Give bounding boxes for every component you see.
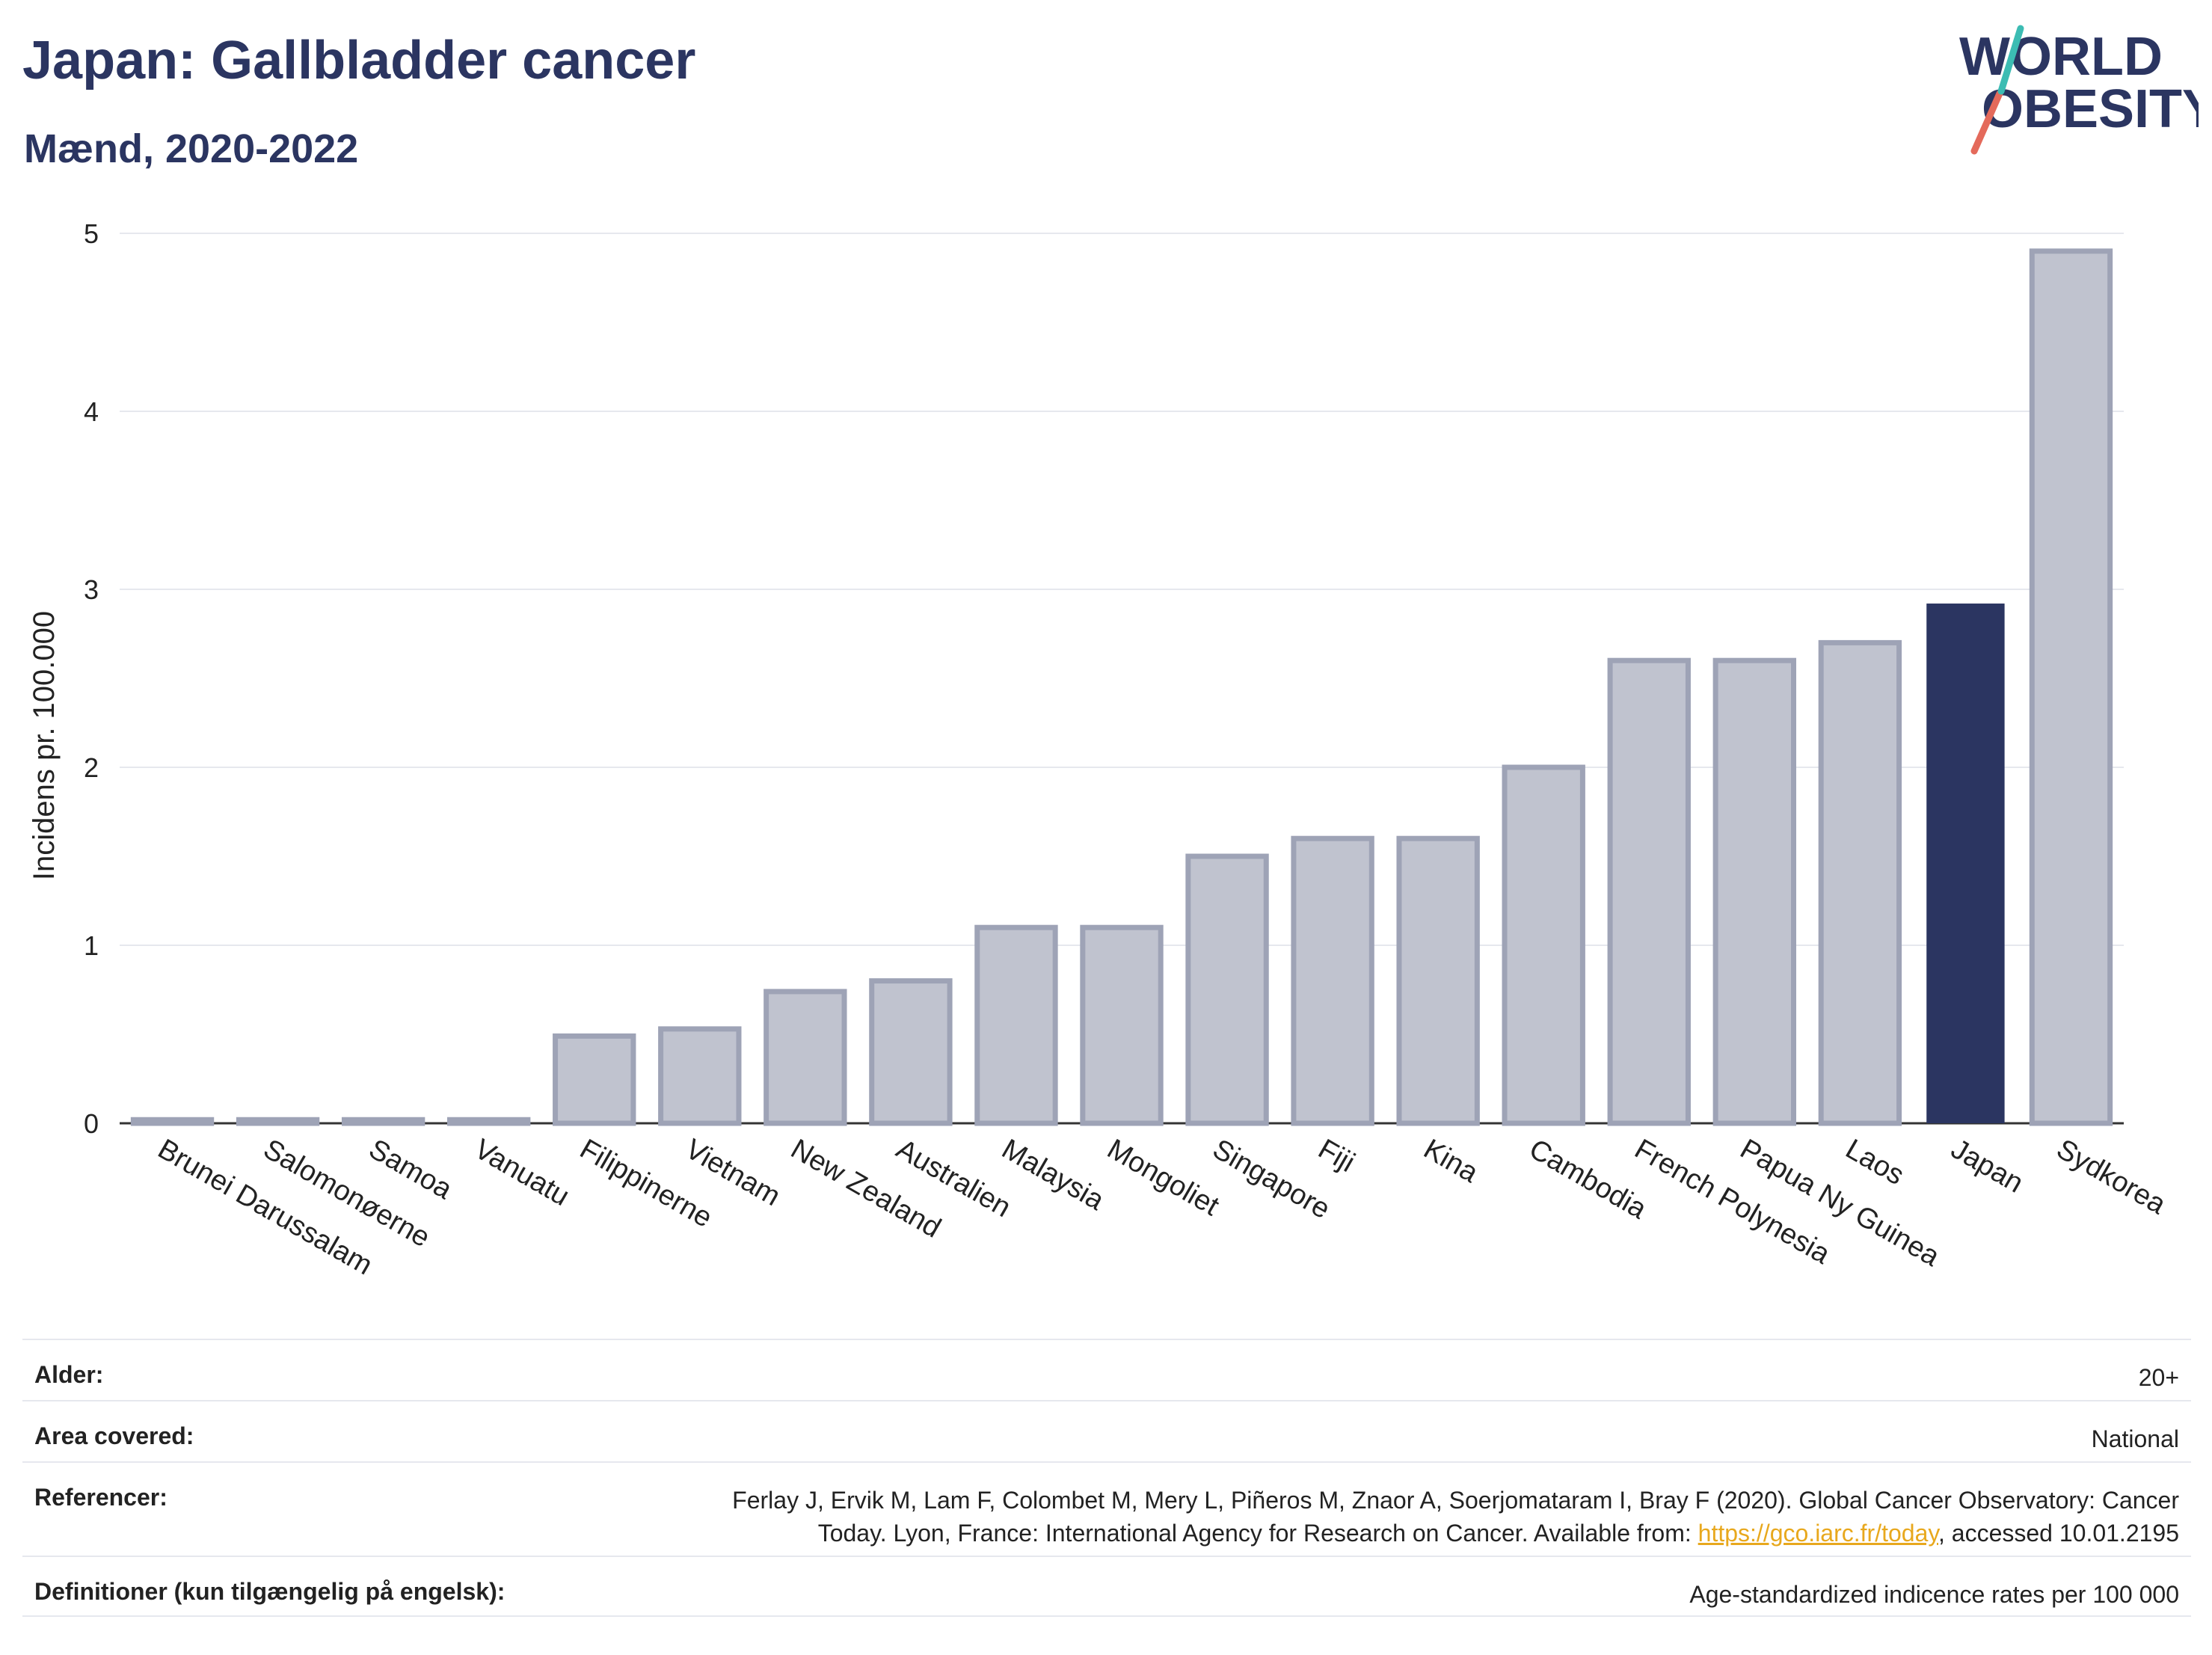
meta-row-definitions: Definitioner (kun tilgængelig på engelsk… xyxy=(22,1556,2191,1617)
logo-word-world: WORLD xyxy=(1959,27,2163,87)
reference-link[interactable]: https://gco.iarc.fr/today xyxy=(1698,1520,1938,1547)
meta-value: National xyxy=(2091,1425,2179,1452)
bar-mongoliet xyxy=(1080,924,1164,1126)
x-tick-label: Japan xyxy=(1946,1133,2029,1199)
bar-samoa xyxy=(341,1117,425,1126)
x-tick-label: Sydkorea xyxy=(2051,1133,2172,1220)
meta-row-area: Area covered: National xyxy=(22,1400,2191,1461)
reference-line-2: Today. Lyon, France: International Agenc… xyxy=(817,1520,1698,1547)
y-tick-label: 1 xyxy=(84,930,99,961)
meta-label: Alder: xyxy=(34,1361,104,1388)
logo-word-obesity: OBESITY xyxy=(1982,79,2199,139)
meta-row-age: Alder: 20+ xyxy=(22,1339,2191,1400)
bar-papua-ny-guinea xyxy=(1712,657,1797,1126)
x-tick-label: Kina xyxy=(1419,1133,1484,1189)
x-tick-label: Cambodia xyxy=(1524,1133,1653,1225)
reference-line-2-end: , accessed 10.01.2195 xyxy=(1938,1520,2179,1547)
bar-sydkorea xyxy=(2029,248,2113,1126)
bar-new-zealand xyxy=(764,989,847,1126)
meta-label: Referencer: xyxy=(34,1484,168,1511)
bar-salomonøerne xyxy=(236,1117,320,1126)
bar-chart: 0 1 2 3 4 5 Brunei DarussalamSalomonøerneSamo… xyxy=(28,218,2172,1281)
chart-title: Japan: Gallbladder cancer xyxy=(22,31,696,90)
x-tick-label: French Polynesia xyxy=(1629,1133,1836,1271)
world-obesity-logo: WORLD OBESITY xyxy=(1959,25,2199,155)
bar-kina xyxy=(1396,835,1480,1126)
meta-value: 20+ xyxy=(2138,1364,2179,1391)
y-tick-label: 5 xyxy=(84,218,99,249)
y-tick-label: 2 xyxy=(84,752,99,783)
x-tick-label: Vanuatu xyxy=(469,1133,574,1212)
x-tick-label: Fiji xyxy=(1313,1133,1360,1179)
x-tick-label: Laos xyxy=(1840,1133,1909,1191)
meta-label: Definitioner (kun tilgængelig på engelsk… xyxy=(34,1578,506,1605)
y-tick-label: 3 xyxy=(84,574,99,605)
bar-australien xyxy=(869,978,953,1126)
logo-slash-teal xyxy=(1997,25,2024,95)
bar-malaysia xyxy=(974,924,1058,1126)
bar-fiji xyxy=(1291,835,1374,1126)
reference-text: Ferlay J, Ervik M, Lam F, Colombet M, Me… xyxy=(732,1484,2179,1550)
meta-label: Area covered: xyxy=(34,1422,194,1449)
meta-row-references: Referencer: Ferlay J, Ervik M, Lam F, Co… xyxy=(22,1461,2191,1556)
y-tick-label: 0 xyxy=(84,1108,99,1139)
bar-brunei-darussalam xyxy=(130,1117,215,1126)
bar-laos xyxy=(1818,639,1902,1126)
bar-vanuatu xyxy=(446,1117,531,1126)
y-tick-label: 4 xyxy=(84,396,99,427)
bar-cambodia xyxy=(1502,764,1585,1126)
bar-singapore xyxy=(1185,853,1269,1126)
y-tick-labels: 0 1 2 3 4 5 xyxy=(84,218,99,1139)
meta-value: Age-standardized indicence rates per 100… xyxy=(1689,1581,2179,1608)
metadata-table: Alder: 20+ Area covered: National Refere… xyxy=(22,1339,2191,1617)
chart-subtitle: Mænd, 2020-2022 xyxy=(24,126,359,171)
reference-line-1: Ferlay J, Ervik M, Lam F, Colombet M, Me… xyxy=(732,1487,2179,1514)
bars xyxy=(130,248,2113,1126)
x-tick-label: Mongoliet xyxy=(1102,1133,1225,1222)
bar-french-polynesia xyxy=(1607,657,1691,1126)
logo-slash-red xyxy=(1970,90,2003,155)
bar-vietnam xyxy=(658,1026,742,1126)
x-tick-label: Malaysia xyxy=(996,1133,1110,1217)
x-tick-label: Singapore xyxy=(1208,1133,1336,1225)
bar-filippinerne xyxy=(553,1033,636,1126)
y-axis-label: Incidens pr. 100.000 xyxy=(28,611,61,880)
bar-japan xyxy=(1926,604,2005,1123)
